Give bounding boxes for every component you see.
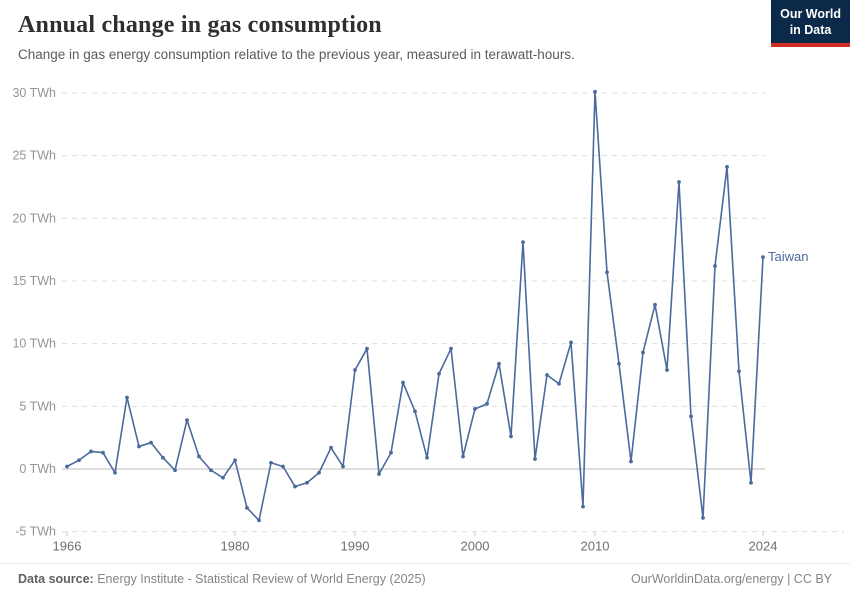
- data-source: Data source: Energy Institute - Statisti…: [18, 572, 426, 586]
- data-point[interactable]: [533, 457, 537, 461]
- data-point[interactable]: [221, 475, 225, 480]
- y-tick-label: 30 TWh: [12, 86, 56, 100]
- data-point[interactable]: [149, 440, 153, 445]
- data-point[interactable]: [197, 454, 201, 459]
- page-title: Annual change in gas consumption: [18, 12, 382, 38]
- owid-logo-line2: in Data: [789, 23, 832, 37]
- data-point[interactable]: [413, 409, 417, 414]
- y-tick-label: 20 TWh: [12, 211, 56, 225]
- data-point[interactable]: [101, 450, 105, 455]
- data-point[interactable]: [509, 434, 513, 439]
- data-point[interactable]: [77, 458, 81, 463]
- y-tick-label: -5 TWh: [15, 525, 56, 539]
- data-point[interactable]: [665, 368, 669, 372]
- data-point[interactable]: [377, 472, 381, 476]
- data-point[interactable]: [425, 455, 429, 460]
- x-tick-label: 1990: [341, 539, 370, 554]
- y-tick-label: 5 TWh: [19, 399, 56, 413]
- x-tick-label: 2024: [749, 539, 778, 554]
- data-point[interactable]: [113, 470, 117, 475]
- y-tick-label: 10 TWh: [12, 337, 56, 351]
- data-point[interactable]: [689, 414, 693, 419]
- data-point[interactable]: [761, 255, 765, 260]
- data-point[interactable]: [677, 180, 681, 184]
- data-point[interactable]: [749, 480, 753, 485]
- data-point[interactable]: [521, 240, 525, 245]
- data-point[interactable]: [461, 454, 465, 459]
- data-point[interactable]: [353, 368, 357, 372]
- data-point[interactable]: [713, 264, 717, 268]
- y-tick-label: 0 TWh: [19, 462, 56, 476]
- y-tick-label: 15 TWh: [12, 274, 56, 288]
- y-tick-label: 25 TWh: [12, 149, 56, 163]
- data-point[interactable]: [125, 395, 129, 400]
- data-point[interactable]: [617, 361, 621, 366]
- chart-header: Annual change in gas consumption Change …: [18, 12, 832, 62]
- data-point[interactable]: [341, 464, 345, 469]
- data-point[interactable]: [593, 89, 597, 94]
- data-point[interactable]: [317, 470, 321, 475]
- data-point[interactable]: [485, 401, 489, 406]
- data-point[interactable]: [305, 480, 309, 485]
- x-tick-label: 2000: [461, 539, 490, 554]
- data-source-text: Energy Institute - Statistical Review of…: [97, 572, 426, 586]
- data-point[interactable]: [65, 464, 69, 469]
- data-point[interactable]: [473, 406, 477, 411]
- data-point[interactable]: [401, 380, 405, 385]
- data-point[interactable]: [605, 270, 609, 275]
- data-point[interactable]: [449, 346, 453, 351]
- data-point[interactable]: [329, 445, 333, 450]
- data-point[interactable]: [581, 504, 585, 509]
- data-point[interactable]: [257, 518, 261, 523]
- data-point[interactable]: [725, 165, 729, 169]
- data-point[interactable]: [269, 460, 273, 465]
- x-tick-label: 2010: [581, 539, 610, 554]
- x-tick-label: 1966: [53, 539, 82, 554]
- data-point[interactable]: [281, 464, 285, 469]
- x-tick-label: 1980: [221, 539, 250, 554]
- data-point[interactable]: [557, 381, 561, 386]
- data-point[interactable]: [89, 449, 93, 454]
- credit-link[interactable]: OurWorldinData.org/energy | CC BY: [630, 572, 832, 586]
- data-point[interactable]: [185, 418, 189, 423]
- data-point[interactable]: [137, 444, 141, 449]
- data-point[interactable]: [545, 373, 549, 377]
- data-source-label: Data source:: [18, 572, 94, 586]
- entity-label[interactable]: Taiwan: [768, 249, 808, 264]
- data-point[interactable]: [737, 369, 741, 374]
- data-point[interactable]: [497, 361, 501, 366]
- data-point[interactable]: [293, 484, 297, 489]
- data-point[interactable]: [569, 340, 573, 345]
- page-subtitle: Change in gas energy consumption relativ…: [18, 47, 575, 62]
- chart-footer: Data source: Energy Institute - Statisti…: [0, 563, 850, 601]
- data-point[interactable]: [245, 505, 249, 510]
- data-point[interactable]: [641, 350, 645, 355]
- data-point[interactable]: [173, 468, 177, 473]
- data-point[interactable]: [701, 515, 705, 520]
- owid-logo-line1: Our World: [780, 7, 841, 21]
- data-point[interactable]: [161, 455, 165, 460]
- data-point[interactable]: [653, 302, 657, 307]
- data-point[interactable]: [209, 468, 213, 473]
- data-point[interactable]: [437, 371, 441, 376]
- owid-logo[interactable]: Our World in Data: [771, 0, 850, 47]
- data-point[interactable]: [233, 458, 237, 463]
- data-point[interactable]: [629, 459, 633, 464]
- data-point[interactable]: [389, 450, 393, 455]
- data-point[interactable]: [365, 346, 369, 351]
